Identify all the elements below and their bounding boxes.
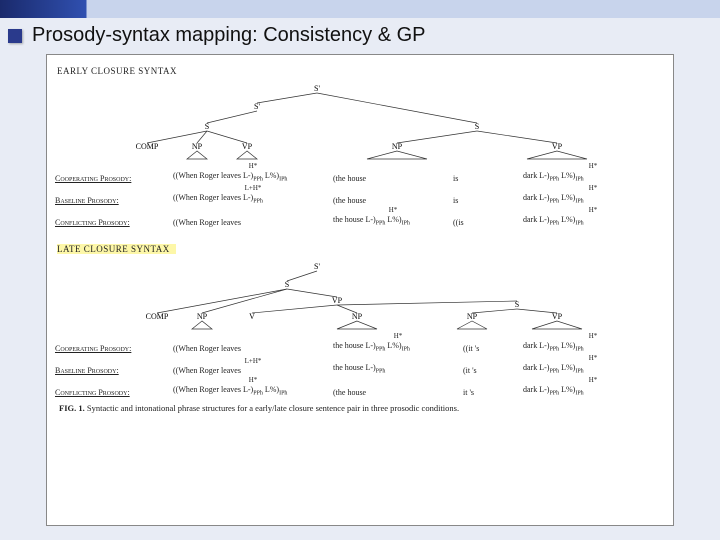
late-closure-label: LATE CLOSURE SYNTAX [57,244,176,254]
caption-label: FIG. 1. [59,403,85,413]
prosody-row-label: Cooperating Prosody: [55,344,173,353]
caption-text: Syntactic and intonational phrase struct… [87,403,459,413]
svg-text:S': S' [254,102,260,111]
prosody-segment: H*dark L-)PPh L%)IPh [523,215,663,227]
prosody-row-label: Conflicting Prosody: [55,388,173,397]
prosody-row: Cooperating Prosody:((When Roger leavesH… [55,335,673,353]
early-closure-tree: S' S' S S COMP NP VP NP VP [87,79,647,165]
svg-text:VP: VP [242,142,253,151]
header-accent-bar [0,0,720,18]
prosody-row-label: Baseline Prosody: [55,196,173,205]
svg-text:COMP: COMP [146,312,169,321]
prosody-segment: H*dark L-)PPh L%)IPh [523,171,663,183]
slide-title: Prosody-syntax mapping: Consistency & GP [32,24,426,47]
prosody-segment: L+H*((When Roger leaves L-)PPh [173,193,333,205]
slide-title-row: Prosody-syntax mapping: Consistency & GP [8,24,426,47]
prosody-segment: H*((When Roger leaves L-)PPh L%)IPh [173,171,333,183]
svg-text:S': S' [314,84,320,93]
figure-caption: FIG. 1. Syntactic and intonational phras… [59,403,661,414]
late-prosody-table: Cooperating Prosody:((When Roger leavesH… [55,335,673,397]
svg-text:NP: NP [392,142,403,151]
late-closure-tree: S' S COMP NP VP V NP S NP VP [87,257,647,335]
prosody-segment: H*the house L-)PPh L%)IPh [333,215,453,227]
prosody-segment: the house L-)PPh [333,363,463,375]
prosody-row-label: Baseline Prosody: [55,366,173,375]
prosody-row-label: Cooperating Prosody: [55,174,173,183]
prosody-segment: it 's [463,388,523,397]
prosody-segment: H*dark L-)PPh L%)IPh [523,193,663,205]
svg-text:NP: NP [192,142,203,151]
prosody-segment: ((it 's [463,344,523,353]
prosody-segment: ((When Roger leaves [173,344,333,353]
prosody-segment: H*dark L-)PPh L%)IPh [523,385,663,397]
prosody-row-label: Conflicting Prosody: [55,218,173,227]
svg-text:NP: NP [467,312,478,321]
svg-text:VP: VP [552,142,563,151]
svg-text:S: S [285,280,289,289]
svg-text:V: V [249,312,255,321]
prosody-row: Baseline Prosody:L+H*((When Roger leaves… [55,357,673,375]
svg-text:COMP: COMP [136,142,159,151]
prosody-row: Cooperating Prosody:H*((When Roger leave… [55,165,673,183]
prosody-segment: is [453,196,523,205]
svg-text:NP: NP [352,312,363,321]
prosody-segment: (it 's [463,366,523,375]
prosody-segment: H*dark L-)PPh L%)IPh [523,363,663,375]
svg-text:VP: VP [332,296,343,305]
prosody-segment: ((is [453,218,523,227]
prosody-segment: H*dark L-)PPh L%)IPh [523,341,663,353]
prosody-segment: H*((When Roger leaves L-)PPh L%)IPh [173,385,333,397]
prosody-row: Conflicting Prosody:((When Roger leavesH… [55,209,673,227]
early-prosody-table: Cooperating Prosody:H*((When Roger leave… [55,165,673,227]
prosody-segment: (the house [333,196,453,205]
svg-text:S': S' [314,262,320,271]
prosody-segment: H*the house L-)PPh L%)IPh [333,341,463,353]
early-closure-label: EARLY CLOSURE SYNTAX [57,66,177,76]
svg-text:S: S [475,122,479,131]
prosody-segment: (the house [333,174,453,183]
prosody-segment: ((When Roger leaves [173,218,333,227]
prosody-row: Conflicting Prosody:H*((When Roger leave… [55,379,673,397]
title-bullet [8,29,22,43]
svg-text:S: S [205,122,209,131]
prosody-row: Baseline Prosody:L+H*((When Roger leaves… [55,187,673,205]
prosody-segment: is [453,174,523,183]
prosody-segment: L+H*((When Roger leaves [173,366,333,375]
svg-text:S: S [515,300,519,309]
svg-text:VP: VP [552,312,563,321]
svg-text:NP: NP [197,312,208,321]
prosody-segment: (the house [333,388,463,397]
figure-panel: EARLY CLOSURE SYNTAX S'S'SSCOMPNPVPNPVP … [46,54,674,526]
